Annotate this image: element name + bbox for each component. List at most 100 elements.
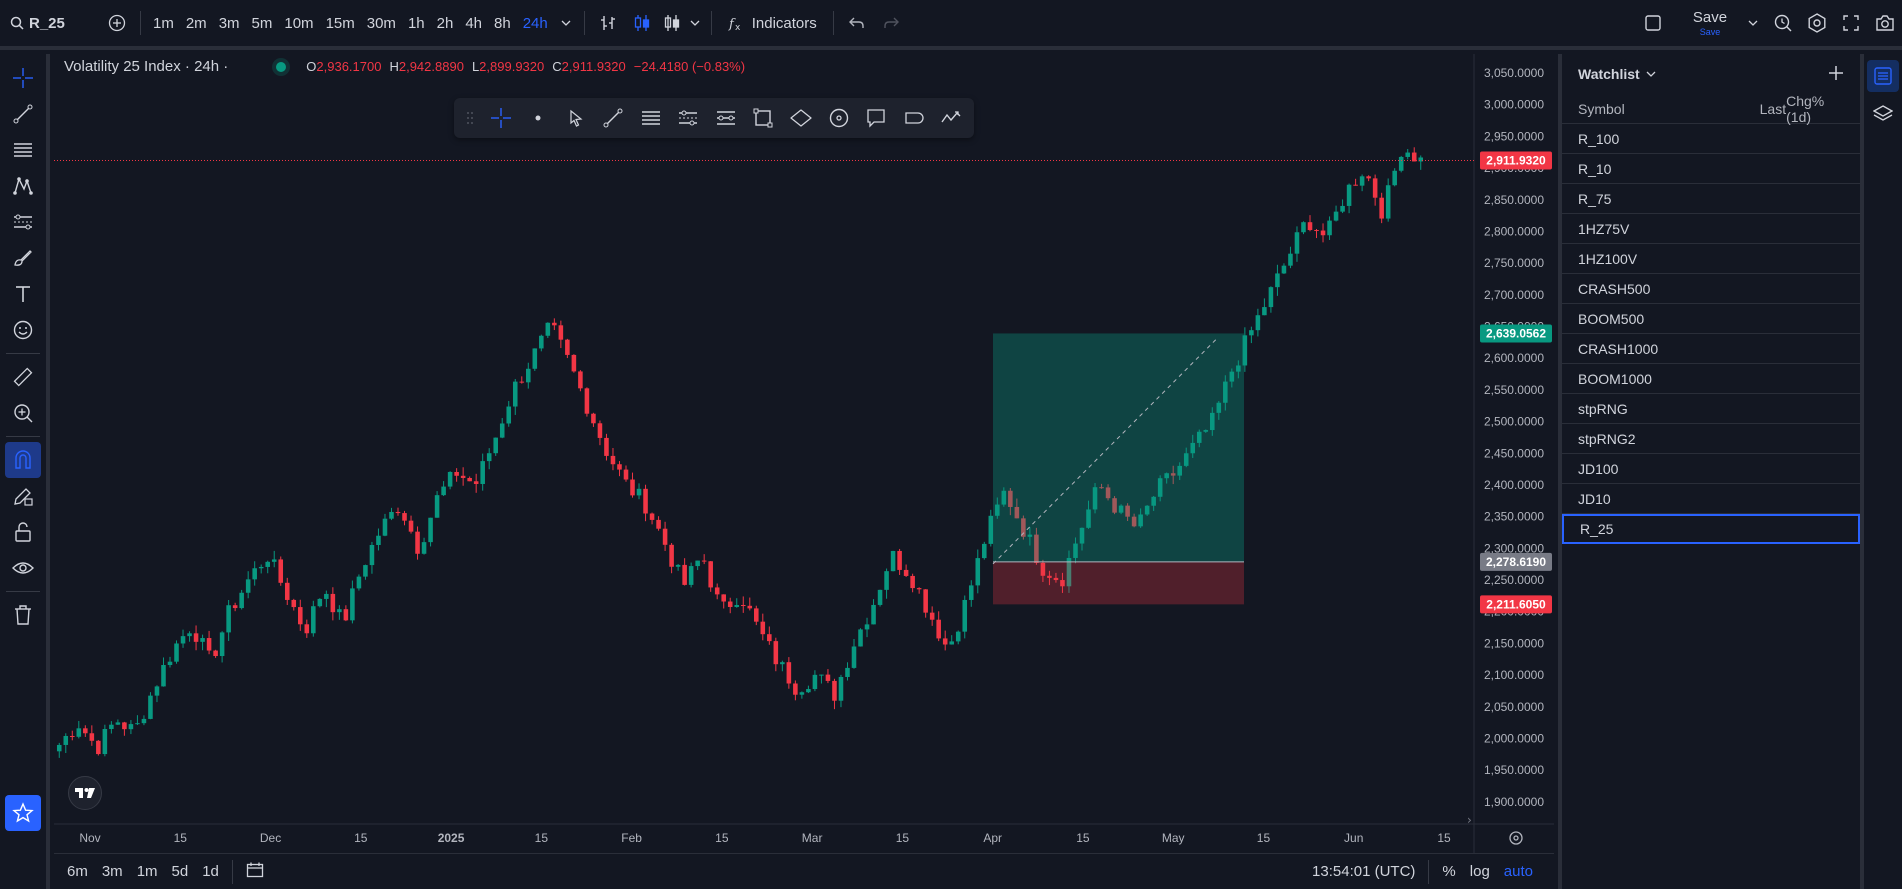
save-dropdown[interactable] (1740, 0, 1766, 48)
redo-button[interactable] (874, 0, 908, 48)
watchlist-item[interactable]: R_25 (1562, 514, 1860, 544)
snapshot-button[interactable] (1868, 0, 1902, 48)
price-axis[interactable] (1474, 54, 1554, 853)
fb-trend-line[interactable] (596, 101, 630, 135)
timeframe-15m[interactable]: 15m (325, 14, 355, 32)
settings-button[interactable] (1800, 0, 1834, 48)
stay-in-drawing-tool[interactable] (5, 478, 41, 514)
fullscreen-button[interactable] (1834, 0, 1868, 48)
watchlist-item[interactable]: JD100 (1562, 454, 1860, 484)
compare-symbol-button[interactable] (100, 0, 134, 48)
timeframe-2m[interactable]: 2m (185, 14, 207, 32)
symbol-search[interactable]: R_25 (0, 0, 100, 48)
bars-style-button[interactable] (591, 0, 625, 48)
watchlist-item[interactable]: stpRNG (1562, 394, 1860, 424)
zoom-tool[interactable] (5, 395, 41, 431)
hide-drawings-tool[interactable] (5, 550, 41, 586)
utc-time[interactable]: 13:54:01 (UTC) (1312, 863, 1416, 880)
measure-tool[interactable] (5, 359, 41, 395)
watchlist-item[interactable]: JD10 (1562, 484, 1860, 514)
fb-crosshair[interactable] (484, 101, 518, 135)
watchlist-item[interactable]: stpRNG2 (1562, 424, 1860, 454)
remove-drawings-tool[interactable] (5, 597, 41, 633)
range-1m[interactable]: 1m (136, 863, 158, 880)
add-symbol-button[interactable] (1828, 60, 1844, 88)
col-last[interactable]: Last (1759, 100, 1787, 117)
range-5d[interactable]: 5d (171, 863, 189, 880)
candles-style-button[interactable] (625, 0, 659, 48)
chart-pane[interactable]: 3,050.00003,000.00002,950.00002,900.0000… (54, 54, 1554, 853)
brush-tool[interactable] (5, 240, 41, 276)
timeframe-dropdown[interactable] (554, 0, 578, 48)
quick-search-button[interactable] (1766, 0, 1800, 48)
pattern-tool[interactable] (5, 168, 41, 204)
timeframe-1h[interactable]: 1h (407, 14, 425, 32)
watchlist-item[interactable]: R_100 (1562, 124, 1860, 154)
gear-icon[interactable] (1509, 831, 1523, 845)
trend-line-tool[interactable] (5, 96, 41, 132)
watchlist-toggle[interactable] (1867, 60, 1899, 92)
emoji-tool[interactable] (5, 312, 41, 348)
watchlist-item[interactable]: CRASH1000 (1562, 334, 1860, 364)
timeframe-30m[interactable]: 30m (366, 14, 396, 32)
col-symbol[interactable]: Symbol (1578, 100, 1625, 117)
fb-circle[interactable] (822, 101, 856, 135)
fb-note[interactable] (897, 101, 931, 135)
range-3m[interactable]: 3m (101, 863, 123, 880)
fb-regression[interactable] (709, 101, 743, 135)
fb-dot[interactable] (521, 101, 555, 135)
chart-type-dropdown[interactable] (685, 0, 705, 48)
layout-button[interactable] (1636, 0, 1670, 48)
percent-scale-toggle[interactable]: % (1442, 863, 1456, 880)
timeframe-10m[interactable]: 10m (284, 14, 314, 32)
timeframe-3m[interactable]: 3m (218, 14, 240, 32)
chevron-down-icon[interactable] (1646, 71, 1656, 77)
undo-button[interactable] (840, 0, 874, 48)
fb-ellipse[interactable] (784, 101, 818, 135)
watchlist-item[interactable]: 1HZ100V (1562, 244, 1860, 274)
save-button[interactable]: Save Save (1680, 0, 1740, 48)
watchlist-item[interactable]: BOOM500 (1562, 304, 1860, 334)
fb-parallel-channel[interactable] (672, 101, 706, 135)
timeframe-1m[interactable]: 1m (153, 14, 174, 32)
collapse-right-arrow[interactable]: › (1467, 813, 1472, 827)
candle (298, 599, 303, 631)
watchlist-item[interactable]: R_75 (1562, 184, 1860, 214)
price-chart[interactable]: 3,050.00003,000.00002,950.00002,900.0000… (54, 54, 1554, 853)
log-scale-toggle[interactable]: log (1469, 863, 1490, 880)
range-6m[interactable]: 6m (67, 863, 88, 880)
chart-type-button[interactable] (659, 0, 685, 48)
position-stop-zone[interactable] (993, 561, 1244, 605)
fb-path[interactable] (934, 101, 968, 135)
watchlist-title[interactable]: Watchlist (1578, 66, 1640, 82)
fib-tool[interactable] (5, 132, 41, 168)
lock-drawings-tool[interactable] (5, 514, 41, 550)
drag-handle[interactable] (460, 101, 480, 135)
fb-rectangle[interactable] (747, 101, 781, 135)
tradingview-logo[interactable] (68, 776, 102, 810)
fb-callout[interactable] (859, 101, 893, 135)
timeframe-4h[interactable]: 4h (465, 14, 482, 32)
auto-scale-toggle[interactable]: auto (1503, 863, 1533, 880)
magnet-tool[interactable] (5, 442, 41, 478)
watchlist-item[interactable]: 1HZ75V (1562, 214, 1860, 244)
object-tree-toggle[interactable] (1867, 98, 1899, 130)
watchlist-item[interactable]: CRASH500 (1562, 274, 1860, 304)
timeframe-8h[interactable]: 8h (494, 14, 511, 32)
prediction-tool[interactable] (5, 204, 41, 240)
watchlist-item[interactable]: BOOM1000 (1562, 364, 1860, 394)
goto-date-button[interactable] (239, 862, 271, 882)
range-1d[interactable]: 1d (202, 863, 219, 880)
crosshair-tool[interactable] (5, 60, 41, 96)
watchlist-item[interactable]: R_10 (1562, 154, 1860, 184)
timeframe-24h[interactable]: 24h (522, 14, 548, 32)
fb-arrow[interactable] (559, 101, 593, 135)
col-change[interactable]: Chg%(1d) (1786, 92, 1825, 125)
favorites-button[interactable] (5, 795, 41, 831)
text-tool[interactable] (5, 276, 41, 312)
timeframe-5m[interactable]: 5m (251, 14, 273, 32)
timeframe-2h[interactable]: 2h (436, 14, 454, 32)
fb-fib[interactable] (634, 101, 668, 135)
position-target-zone[interactable] (993, 333, 1244, 562)
